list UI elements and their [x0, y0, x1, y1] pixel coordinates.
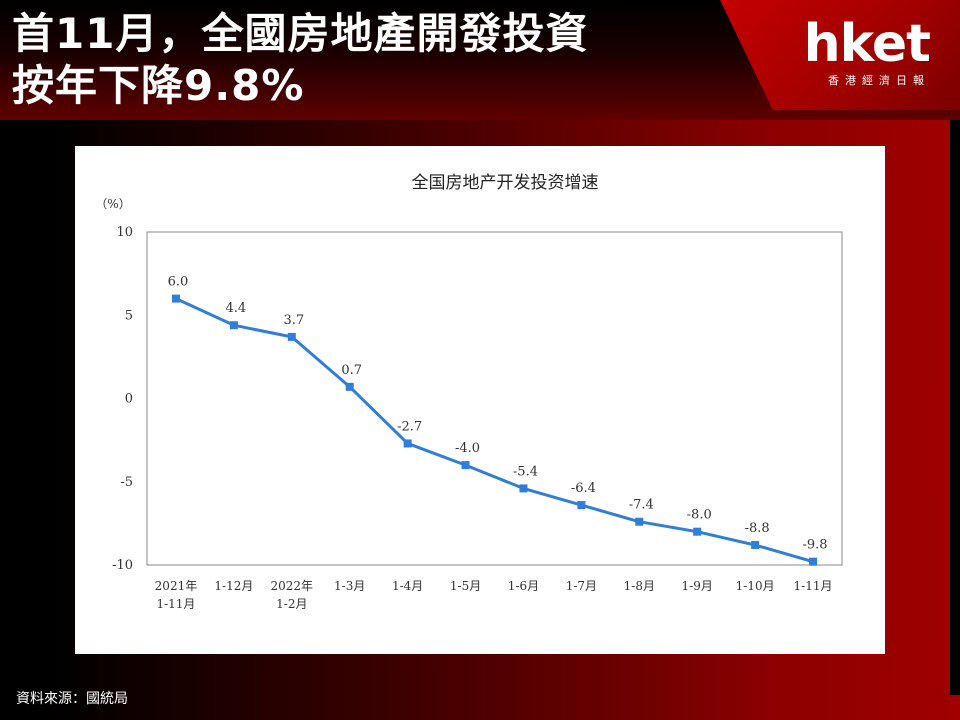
data-point: [693, 527, 702, 536]
data-label: -6.4: [571, 481, 596, 496]
source-note: 資料來源：國統局: [16, 691, 128, 707]
plot-area: [146, 231, 843, 566]
data-label: 3.7: [283, 313, 304, 328]
data-label: -8.8: [745, 521, 770, 536]
series-line: [175, 297, 814, 564]
data-label: -5.4: [513, 464, 538, 479]
x-tick-label: 2022年 1-2月: [271, 579, 314, 611]
logo-brand: hket: [803, 14, 931, 74]
y-tick-label: -10: [112, 558, 133, 573]
x-tick-label: 1-6月: [508, 579, 539, 593]
data-label: -2.7: [397, 419, 422, 434]
y-tick-label: 5: [125, 308, 133, 323]
data-label: -4.0: [455, 441, 480, 456]
data-point: [229, 321, 238, 330]
title-line-1: 首11月，全國房地產開發投資: [12, 9, 589, 58]
x-tick-label: 1-9月: [682, 579, 713, 593]
x-tick-label: 1-8月: [624, 579, 655, 593]
data-points: [171, 294, 818, 566]
data-point: [345, 382, 354, 391]
data-point: [577, 501, 586, 510]
y-axis-unit: （%）: [95, 197, 130, 211]
data-labels: 6.0 4.4 3.7 0.7 -2.7 -4.0 -5.4 -6.4 -7.4 -8.0 -8.8…: [168, 275, 828, 553]
x-tick-label: 1-3月: [334, 579, 365, 593]
panel-edge: [950, 120, 960, 695]
data-label: -7.4: [629, 498, 654, 513]
x-axis-ticks: 2021年 1-11月 1-12月 2022年 1-2月 1-3月 1-4月 1-5月 1-6月…: [155, 579, 833, 611]
data-label: 0.7: [341, 363, 362, 378]
data-point: [519, 484, 528, 493]
data-point: [403, 439, 412, 448]
y-axis-ticks: 10 5 0 -5 -10: [112, 225, 133, 573]
x-tick-label: 1-4月: [392, 579, 423, 593]
y-tick-label: -5: [120, 475, 133, 490]
hket-logo: hket 香港經濟日報: [803, 14, 931, 88]
y-tick-label: 0: [125, 392, 133, 407]
page-title: 首11月，全國房地產開發投資 按年下降9.8%: [12, 8, 588, 112]
chart-card: 全国房地产开发投资增速 （%） 10 5 0 -5 -10 2021年 1-11月 1-12…: [75, 146, 885, 654]
y-tick-label: 10: [116, 225, 133, 240]
data-label: 4.4: [226, 301, 247, 316]
line-chart: 全国房地产开发投资增速 （%） 10 5 0 -5 -10 2021年 1-11月 1-12…: [95, 173, 843, 611]
x-tick-label: 1-11月: [794, 579, 833, 593]
data-point: [751, 541, 760, 550]
chart-title: 全国房地产开发投资增速: [412, 173, 599, 193]
x-tick-label: 1-10月: [736, 579, 775, 593]
data-point: [461, 461, 470, 470]
data-point: [171, 294, 180, 303]
data-label: -8.0: [687, 508, 712, 523]
x-tick-label: 1-7月: [566, 579, 597, 593]
data-point: [809, 557, 818, 566]
x-tick-label: 2021年 1-11月: [155, 579, 198, 611]
data-point: [287, 332, 296, 341]
x-tick-label: 1-12月: [214, 579, 253, 593]
x-tick-label: 1-5月: [450, 579, 481, 593]
data-label: -9.8: [803, 538, 828, 553]
data-label: 6.0: [168, 275, 189, 290]
data-point: [635, 517, 644, 526]
title-line-2: 按年下降9.8%: [12, 61, 305, 110]
logo-subtitle: 香港經濟日報: [828, 74, 930, 87]
